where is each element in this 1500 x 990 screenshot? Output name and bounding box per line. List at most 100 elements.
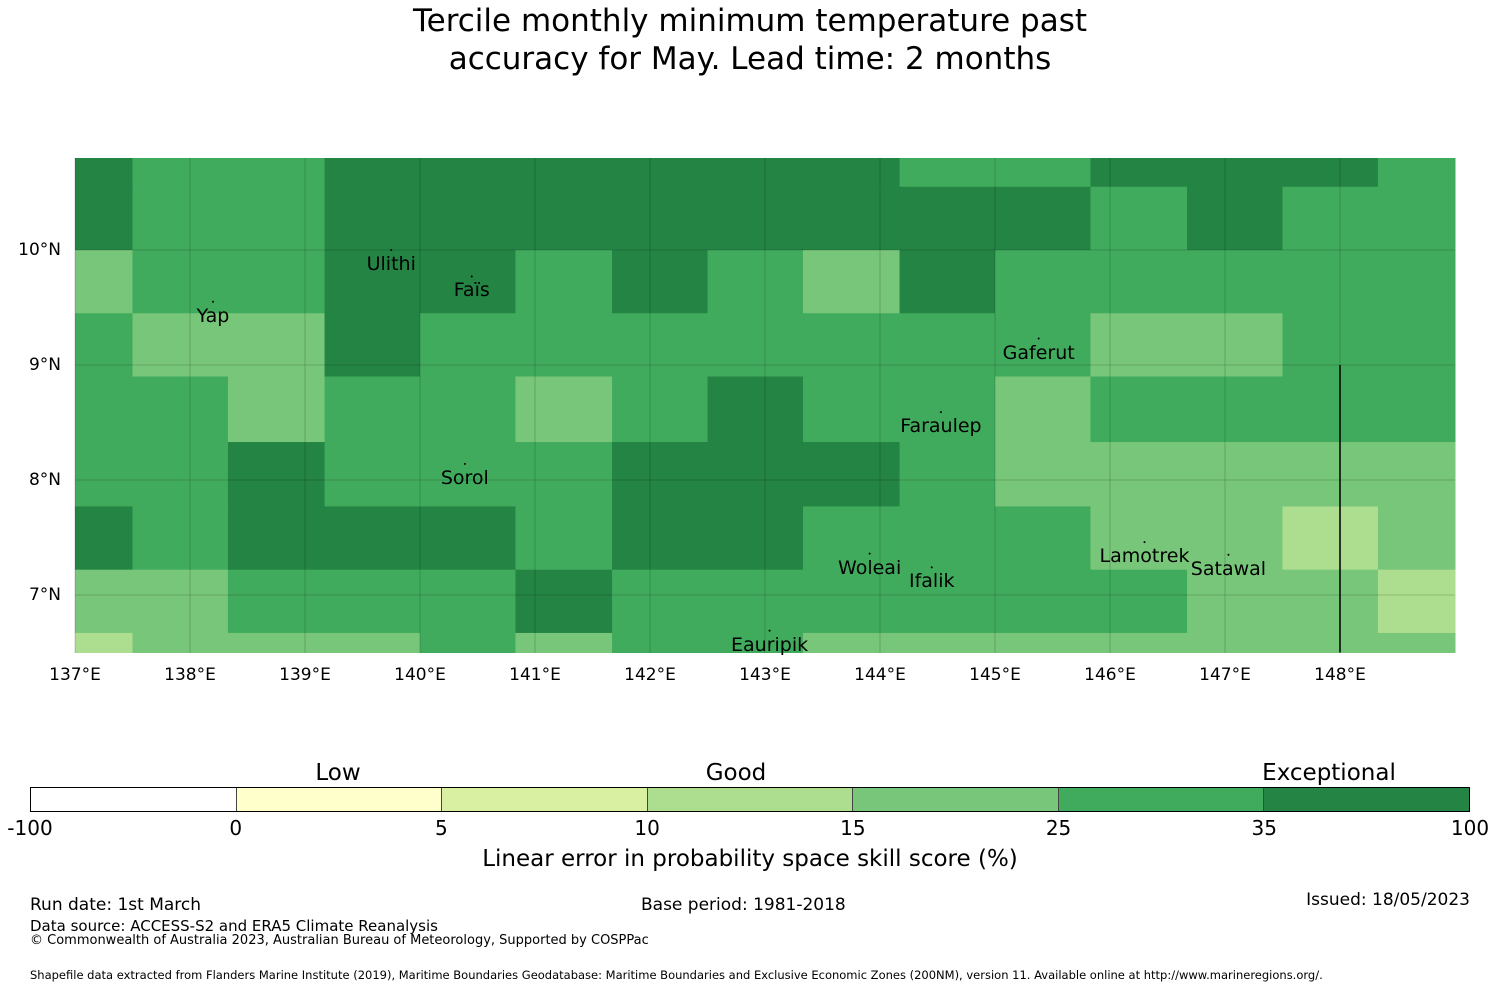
- colorbar-label: Linear error in probability space skill …: [482, 846, 1018, 872]
- colorbar-segment: [647, 788, 854, 811]
- grid-cell: [1377, 376, 1456, 443]
- grid-cell: [1187, 506, 1283, 571]
- grid-cell: [75, 313, 133, 377]
- grid-cell: [324, 569, 421, 634]
- grid-cell: [1282, 250, 1379, 314]
- category-good: Good: [705, 760, 767, 786]
- grid-cell: [1187, 250, 1283, 314]
- colorbar-tick: 5: [435, 816, 448, 840]
- grid-cell: [707, 186, 804, 251]
- place-label: Satawal: [1190, 557, 1267, 580]
- grid-cell: [1187, 313, 1283, 377]
- grid-cell: [1090, 250, 1188, 314]
- grid-cell: [707, 313, 804, 377]
- grid-cell: [515, 506, 613, 571]
- island-marker: [768, 629, 771, 632]
- island-marker: [470, 275, 473, 278]
- grid-cell: [132, 376, 229, 443]
- grid-cell: [1187, 569, 1283, 634]
- grid-cell: [227, 569, 326, 634]
- island-marker: [1037, 337, 1040, 340]
- colorbar-tick: 35: [1251, 816, 1278, 840]
- lon-label: 139°E: [279, 665, 331, 685]
- grid-cell: [420, 250, 516, 314]
- grid-cell: [802, 158, 901, 188]
- grid-cell: [227, 158, 326, 188]
- lon-label: 147°E: [1199, 665, 1251, 685]
- grid-cell: [324, 506, 421, 571]
- grid-cell: [707, 158, 804, 188]
- grid-cell: [75, 442, 133, 507]
- grid-cell: [420, 442, 516, 507]
- grid-cell: [1377, 313, 1456, 377]
- grid-cell: [1090, 506, 1188, 571]
- lon-label: 138°E: [164, 665, 216, 685]
- grid-cell: [227, 632, 326, 653]
- grid-cell: [1187, 632, 1283, 653]
- grid-cell: [707, 250, 804, 314]
- colorbar-tick: 10: [634, 816, 660, 840]
- grid-cell: [612, 313, 708, 377]
- grid-cell: [1187, 186, 1283, 251]
- grid-cell: [75, 506, 133, 571]
- place-label: Ifalik: [909, 570, 955, 593]
- grid-cell: [802, 442, 901, 507]
- grid-cell: [995, 313, 1091, 377]
- lon-label: 145°E: [969, 665, 1021, 685]
- grid-cell: [1282, 376, 1379, 443]
- run-date: Run date: 1st March: [30, 895, 202, 915]
- lat-label: 9°N: [28, 355, 61, 375]
- grid-cell: [1090, 186, 1188, 251]
- grid-cell: [707, 632, 804, 653]
- grid-cell: [1090, 569, 1188, 634]
- grid-cell: [132, 506, 229, 571]
- grid-cell: [1282, 313, 1379, 377]
- grid-cell: [1377, 632, 1456, 653]
- grid-cell: [899, 506, 996, 571]
- grid-cell: [227, 186, 326, 251]
- title-line-1: Tercile monthly minimum temperature past: [412, 3, 1088, 39]
- grid-cells: [75, 158, 1456, 653]
- colorbar-tick: 0: [229, 816, 243, 840]
- shapefile-credit: Shapefile data extracted from Flanders M…: [30, 968, 1323, 982]
- grid-cell: [324, 313, 421, 377]
- place-label: Faraulep: [900, 415, 982, 438]
- grid-cell: [707, 569, 804, 634]
- colorbar-segment: [1058, 788, 1265, 811]
- grid-cell: [1282, 442, 1379, 507]
- grid-cell: [1282, 569, 1379, 634]
- grid-cell: [75, 632, 133, 653]
- place-label: Woleai: [838, 556, 902, 579]
- island-marker: [1143, 541, 1146, 544]
- grid-cell: [1090, 158, 1188, 188]
- issued-date: Issued: 18/05/2023: [1306, 890, 1470, 910]
- grid-cell: [420, 506, 516, 571]
- grid-cell: [324, 442, 421, 507]
- lon-label: 140°E: [394, 665, 446, 685]
- lat-label: 10°N: [18, 240, 61, 260]
- grid-cell: [420, 186, 516, 251]
- grid-cell: [1090, 632, 1188, 653]
- category-exceptional: Exceptional: [1262, 760, 1396, 786]
- grid-cell: [612, 506, 708, 571]
- base-period: Base period: 1981-2018: [641, 895, 846, 915]
- grid-cell: [324, 250, 421, 314]
- grid-cell: [899, 250, 996, 314]
- grid-cell: [802, 376, 901, 443]
- grid-cell: [227, 442, 326, 507]
- grid-cell: [1090, 376, 1188, 443]
- grid-cell: [1187, 376, 1283, 443]
- colorbar: [30, 787, 1470, 812]
- grid-cell: [515, 313, 613, 377]
- grid-cell: [995, 569, 1091, 634]
- skill-map: [74, 158, 1456, 653]
- grid-cell: [1377, 186, 1456, 251]
- grid-cell: [802, 186, 901, 251]
- colorbar-tick: 25: [1045, 816, 1072, 840]
- grid-cell: [612, 158, 708, 188]
- place-label: Ulithi: [366, 253, 416, 275]
- grid-cell: [1282, 506, 1379, 571]
- grid-cell: [1187, 442, 1283, 507]
- island-marker: [939, 411, 942, 414]
- grid-cell: [612, 569, 708, 634]
